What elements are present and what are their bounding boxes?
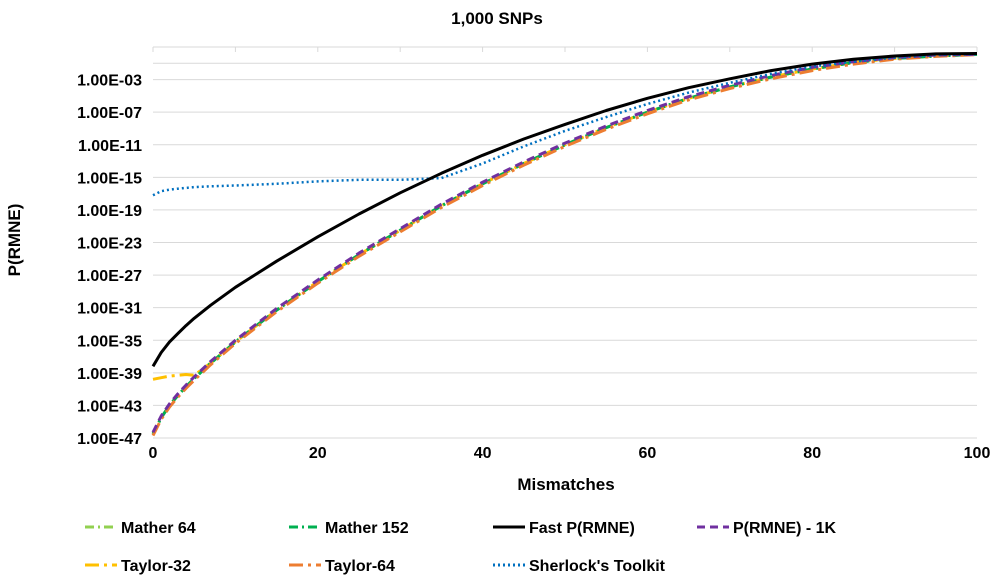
- x-tick-label: 60: [639, 445, 657, 462]
- y-tick-label: 1.00E-11: [78, 138, 142, 155]
- legend-label: Mather 152: [325, 520, 409, 537]
- y-tick-label: 1.00E-35: [77, 333, 142, 350]
- legend-item: Mather 64: [85, 520, 196, 537]
- legend-item: Taylor-32: [85, 558, 191, 575]
- x-tick-label: 20: [309, 445, 327, 462]
- x-tick-label: 0: [149, 445, 158, 462]
- y-axis-title: P(RMNE): [5, 204, 24, 277]
- x-tick-label: 80: [803, 445, 821, 462]
- legend-item: Mather 152: [289, 520, 409, 537]
- y-tick-label: 1.00E-47: [77, 431, 142, 448]
- legend: Mather 64 Mather 152 Fast P(RMNE) P(RMNE) -…: [85, 520, 837, 575]
- legend-item: Fast P(RMNE): [493, 520, 635, 537]
- y-tick-label: 1.00E-31: [77, 301, 142, 318]
- y-tick-label: 1.00E-15: [77, 170, 142, 187]
- series-line-fast-p-rmne: [151, 52, 978, 368]
- series-line-taylor-64: [151, 53, 978, 437]
- series-line-mather-64: [151, 52, 978, 435]
- gridlines: [152, 46, 978, 439]
- y-tick-label: 1.00E-07: [77, 105, 142, 122]
- chart-title: 1,000 SNPs: [451, 9, 543, 28]
- series-line-sherlock-s-toolkit: [152, 53, 978, 197]
- legend-label: Sherlock's Toolkit: [529, 558, 666, 575]
- legend-label: Mather 64: [121, 520, 196, 537]
- legend-item: Taylor-64: [289, 558, 395, 575]
- legend-label: Taylor-32: [121, 558, 191, 575]
- y-tick-label: 1.00E-43: [77, 398, 142, 415]
- series-line-p-rmne-1k: [151, 52, 978, 433]
- series-lines: [151, 52, 978, 437]
- x-tick-label: 100: [964, 445, 991, 462]
- y-tick-label: 1.00E-23: [77, 236, 142, 253]
- x-tick-label: 40: [474, 445, 492, 462]
- series-line-mather-152: [151, 52, 978, 435]
- legend-label: Fast P(RMNE): [529, 520, 635, 537]
- legend-label: P(RMNE) - 1K: [733, 520, 837, 537]
- legend-item: Sherlock's Toolkit: [493, 558, 666, 575]
- x-axis: 0 20 40 60 80 100: [149, 437, 991, 462]
- legend-item: P(RMNE) - 1K: [697, 520, 837, 537]
- x-axis-title: Mismatches: [517, 475, 614, 494]
- legend-label: Taylor-64: [325, 558, 395, 575]
- y-axis: 1.00E-47 1.00E-43 1.00E-39 1.00E-35 1.00E-31…: [77, 73, 142, 448]
- y-tick-label: 1.00E-27: [77, 268, 142, 285]
- y-tick-label: 1.00E-39: [77, 366, 142, 383]
- y-tick-label: 1.00E-19: [77, 203, 142, 220]
- series-line-taylor-32: [152, 52, 978, 381]
- y-tick-label: 1.00E-03: [77, 73, 142, 90]
